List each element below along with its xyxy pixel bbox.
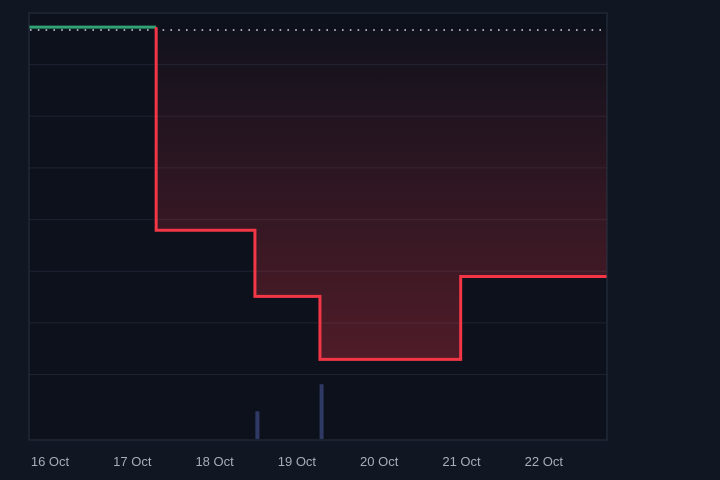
chart-border [28,12,608,441]
x-tick-label: 19 Oct [278,454,317,469]
x-tick-label: 21 Oct [442,454,481,469]
volume-bar [319,384,324,439]
x-tick-label: 20 Oct [360,454,399,469]
x-tick-label: 16 Oct [31,454,70,469]
x-tick-label: 22 Oct [525,454,564,469]
volume-bar [255,411,260,439]
below-baseline-step-line [154,27,608,361]
decline-area-fill [156,29,608,360]
x-tick-label: 17 Oct [113,454,152,469]
x-tick-label: 18 Oct [195,454,234,469]
